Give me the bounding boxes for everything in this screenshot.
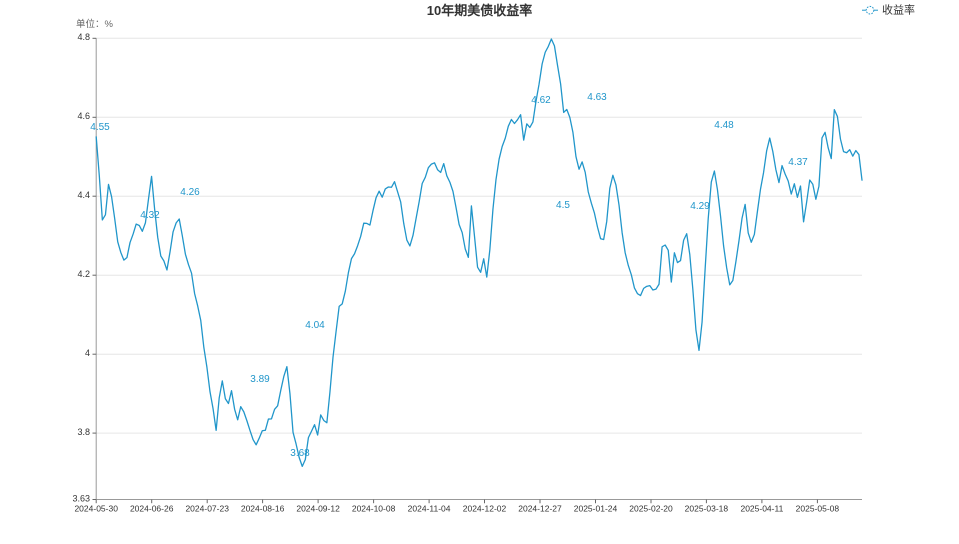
svg-text:3.8: 3.8 <box>77 427 90 437</box>
svg-text:3.63: 3.63 <box>72 494 90 504</box>
svg-text:4.55: 4.55 <box>90 122 110 133</box>
svg-text:4.5: 4.5 <box>556 200 570 211</box>
svg-text:4.6: 4.6 <box>77 111 90 121</box>
svg-text:4.48: 4.48 <box>714 120 734 131</box>
svg-text:2024-11-04: 2024-11-04 <box>408 504 451 514</box>
svg-text:4.63: 4.63 <box>587 92 607 103</box>
svg-text:2024-07-23: 2024-07-23 <box>185 504 229 514</box>
svg-text:2024-09-12: 2024-09-12 <box>296 504 340 514</box>
svg-text:4.62: 4.62 <box>531 95 551 106</box>
svg-text:2025-04-11: 2025-04-11 <box>740 504 783 514</box>
svg-text:2025-02-20: 2025-02-20 <box>629 504 673 514</box>
svg-text:2024-12-27: 2024-12-27 <box>518 504 562 514</box>
svg-text:4.4: 4.4 <box>77 190 90 200</box>
svg-text:2025-03-18: 2025-03-18 <box>685 504 729 514</box>
svg-text:4.04: 4.04 <box>305 320 325 331</box>
svg-text:2025-05-08: 2025-05-08 <box>796 504 840 514</box>
svg-text:2024-08-16: 2024-08-16 <box>241 504 285 514</box>
svg-text:4.26: 4.26 <box>180 187 200 198</box>
svg-text:4: 4 <box>85 348 90 358</box>
svg-text:2024-05-30: 2024-05-30 <box>74 504 118 514</box>
svg-text:4.2: 4.2 <box>77 269 90 279</box>
svg-text:3.89: 3.89 <box>250 374 270 385</box>
svg-text:2024-10-08: 2024-10-08 <box>352 504 396 514</box>
svg-text:3.68: 3.68 <box>290 448 310 459</box>
svg-text:2024-12-02: 2024-12-02 <box>463 504 507 514</box>
svg-text:4.37: 4.37 <box>788 157 808 168</box>
svg-text:2024-06-26: 2024-06-26 <box>130 504 174 514</box>
svg-text:4.32: 4.32 <box>140 210 160 221</box>
svg-text:4.29: 4.29 <box>690 201 710 212</box>
svg-text:4.8: 4.8 <box>77 32 90 42</box>
svg-text:2025-01-24: 2025-01-24 <box>574 504 618 514</box>
